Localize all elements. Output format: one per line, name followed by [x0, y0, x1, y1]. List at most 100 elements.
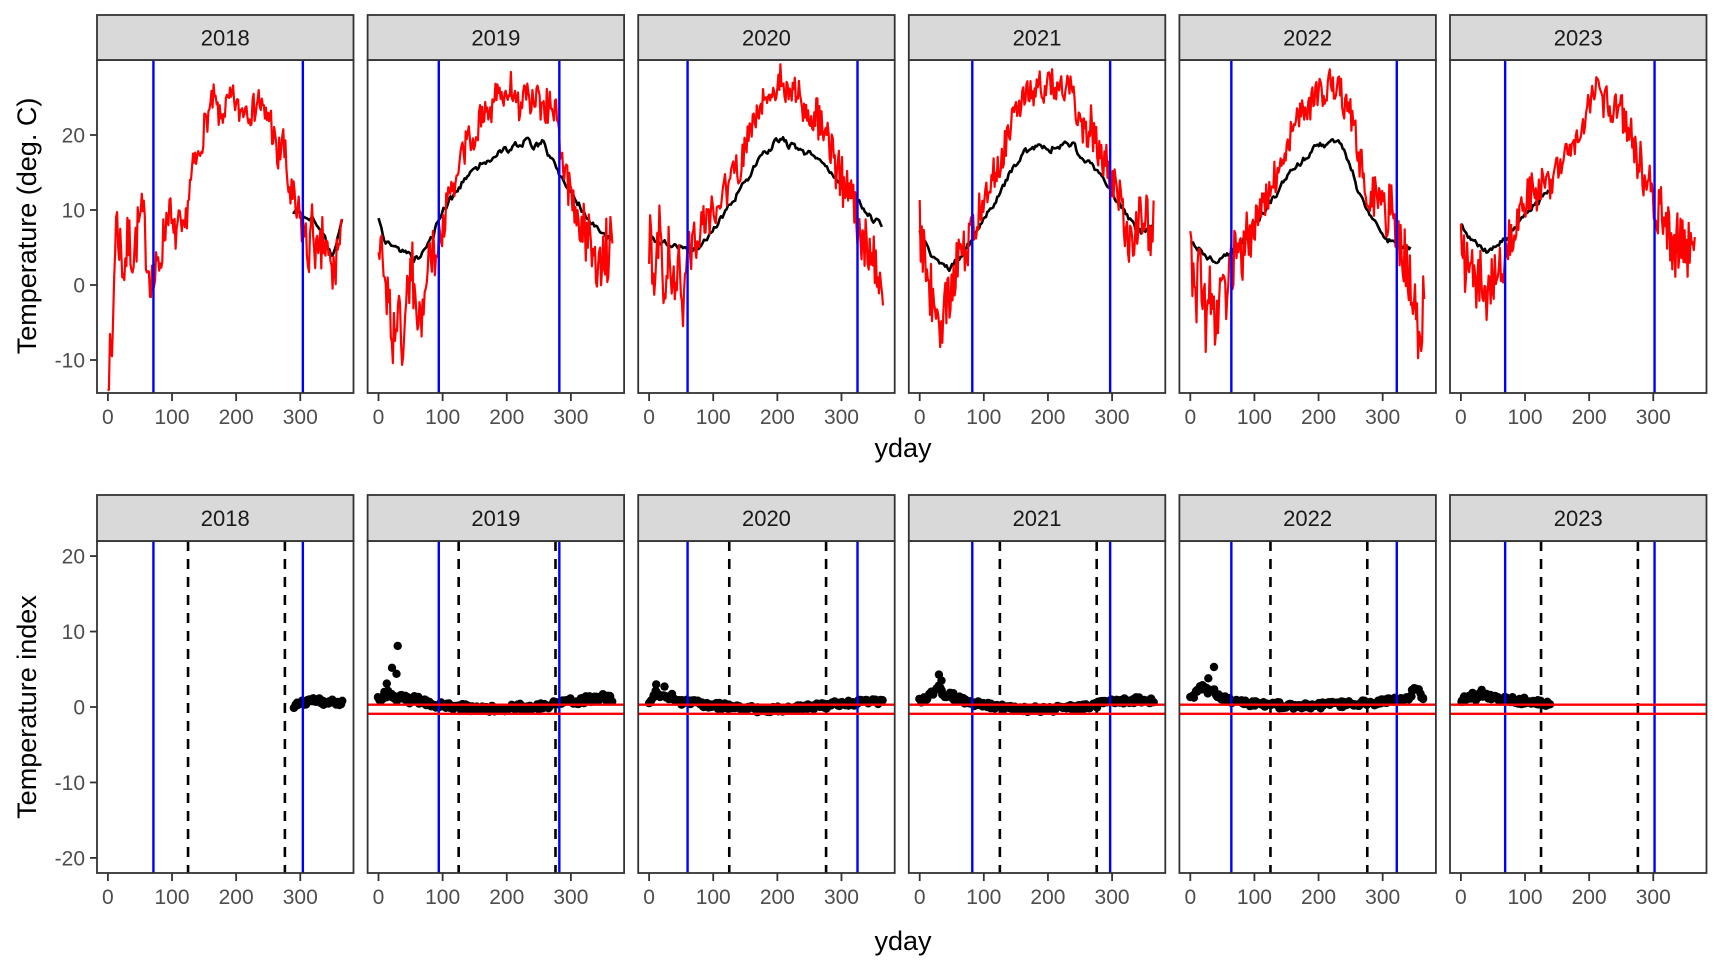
index-outlier-point: [387, 663, 397, 672]
y-tick-label: 20: [62, 546, 85, 569]
temperature-facet-2018: 2018 0 100 200 300: [96, 14, 355, 429]
x-tick-label: 0: [373, 406, 385, 429]
index-point-group: [373, 641, 617, 716]
panel-background: [1450, 541, 1707, 873]
facet-strip-label-2020: 2020: [742, 506, 791, 531]
air-temperature-line: [1459, 76, 1696, 321]
y-tick-label: -10: [55, 350, 85, 373]
temperature-facet-2020: 2020 0 100 200 300: [637, 14, 896, 429]
x-tick-label: 200: [760, 406, 795, 429]
x-tick-label: 100: [1237, 406, 1272, 429]
facet-strip-label-2023: 2023: [1554, 26, 1603, 51]
y-axis-title-temperature: Temperature (deg. C): [12, 98, 42, 355]
facet-strip: [637, 14, 896, 61]
x-tick-label: 300: [283, 886, 318, 909]
x-tick-label: 100: [696, 406, 731, 429]
panel-background: [638, 60, 895, 393]
x-tick-label: 200: [1572, 886, 1607, 909]
x-tick-label: 300: [824, 406, 859, 429]
y-tick-label: 0: [73, 275, 85, 298]
y-tick-label: 0: [73, 697, 85, 720]
x-tick-label: 100: [966, 886, 1001, 909]
water-temperature-line: [1190, 138, 1412, 265]
x-axis-title-yday-bottom: yday: [874, 926, 932, 956]
y-tick-label: -20: [55, 847, 85, 870]
index-facet-2020: 2020 0 100 200 300: [637, 494, 896, 909]
index-facet-2023: 2023 0 100 200 300: [1449, 494, 1708, 909]
panel-background: [908, 60, 1166, 393]
air-temperature-line: [377, 70, 614, 366]
x-tick-label: 300: [1636, 406, 1671, 429]
x-tick-label: 200: [1301, 886, 1336, 909]
x-tick-label: 300: [283, 406, 318, 429]
index-point-group: [289, 694, 347, 713]
index-point: [338, 696, 347, 705]
index-point: [878, 696, 887, 705]
facet-strip: [1178, 494, 1437, 542]
index-outlier-point: [652, 680, 661, 689]
index-facet-2019: 2019 0 100 200 300: [366, 494, 626, 909]
x-tick-label: 300: [824, 886, 859, 909]
facet-strip: [96, 494, 355, 542]
facet-strip: [1178, 14, 1437, 61]
x-tick-label: 0: [102, 886, 114, 909]
index-outlier-point: [1209, 662, 1219, 672]
x-tick-label: 0: [643, 886, 655, 909]
x-tick-label: 100: [1508, 886, 1543, 909]
x-tick-label: 300: [1365, 886, 1400, 909]
temperature-facet-2023: 2023 0 100 200 300: [1449, 14, 1708, 429]
y-tick-label: -10: [55, 772, 85, 795]
x-tick-label: 200: [1572, 406, 1607, 429]
facet-strip-label-2021: 2021: [1013, 26, 1062, 51]
facet-strip: [637, 494, 896, 542]
x-tick-label: 0: [102, 406, 114, 429]
y-tick-label: 10: [62, 200, 85, 223]
facet-strip-label-2018: 2018: [201, 26, 250, 51]
x-tick-label: 300: [1095, 406, 1130, 429]
facet-strip-label-2022: 2022: [1283, 26, 1332, 51]
x-tick-label: 300: [1636, 886, 1671, 909]
facet-strip: [907, 14, 1167, 61]
facet-strip: [1449, 14, 1708, 61]
facet-strip-label-2019: 2019: [471, 26, 520, 51]
air-temperature-line: [918, 68, 1155, 349]
x-tick-label: 100: [425, 406, 460, 429]
index-facet-2021: 2021 0 100 200 300: [907, 494, 1167, 909]
x-tick-label: 0: [1455, 406, 1467, 429]
index-facet-2022: 2022 0 100 200 300: [1178, 494, 1437, 909]
panel-background: [97, 541, 354, 873]
facet-strip: [366, 494, 626, 542]
x-tick-label: 100: [155, 886, 190, 909]
x-tick-label: 0: [914, 406, 926, 429]
x-tick-label: 0: [914, 886, 926, 909]
y-tick-label: 10: [62, 621, 85, 644]
index-outlier-point: [1204, 674, 1213, 683]
x-tick-label: 0: [643, 406, 655, 429]
x-tick-label: 200: [489, 886, 524, 909]
x-tick-label: 100: [966, 406, 1001, 429]
x-tick-label: 300: [1095, 886, 1130, 909]
facet-strip-label-2020: 2020: [742, 26, 791, 51]
y-axis-title-index: Temperature index: [12, 595, 42, 819]
x-axis-title-yday-top: yday: [874, 433, 932, 463]
facet-strip: [366, 14, 626, 61]
x-tick-label: 300: [553, 406, 588, 429]
x-tick-label: 200: [489, 406, 524, 429]
index-facet-2018: 2018 0 100 200 300: [96, 494, 355, 909]
facet-strip-label-2023: 2023: [1554, 506, 1603, 531]
x-tick-label: 200: [760, 886, 795, 909]
x-tick-label: 300: [553, 886, 588, 909]
temperature-facet-2021: 2021 0 100 200 300: [907, 14, 1167, 429]
facet-strip: [907, 494, 1167, 542]
temperature-facet-2022: 2022 0 100 200 300: [1178, 14, 1437, 429]
facet-strip: [1449, 494, 1708, 542]
index-outlier-point: [392, 669, 401, 678]
x-tick-label: 0: [1184, 406, 1196, 429]
temperature-facet-2019: 2019 0 100 200 300: [366, 14, 626, 429]
facet-strip-label-2018: 2018: [201, 506, 250, 531]
x-tick-label: 200: [219, 886, 254, 909]
index-outlier-point: [660, 682, 669, 691]
x-tick-label: 0: [373, 886, 385, 909]
facet-strip-label-2021: 2021: [1013, 506, 1062, 531]
